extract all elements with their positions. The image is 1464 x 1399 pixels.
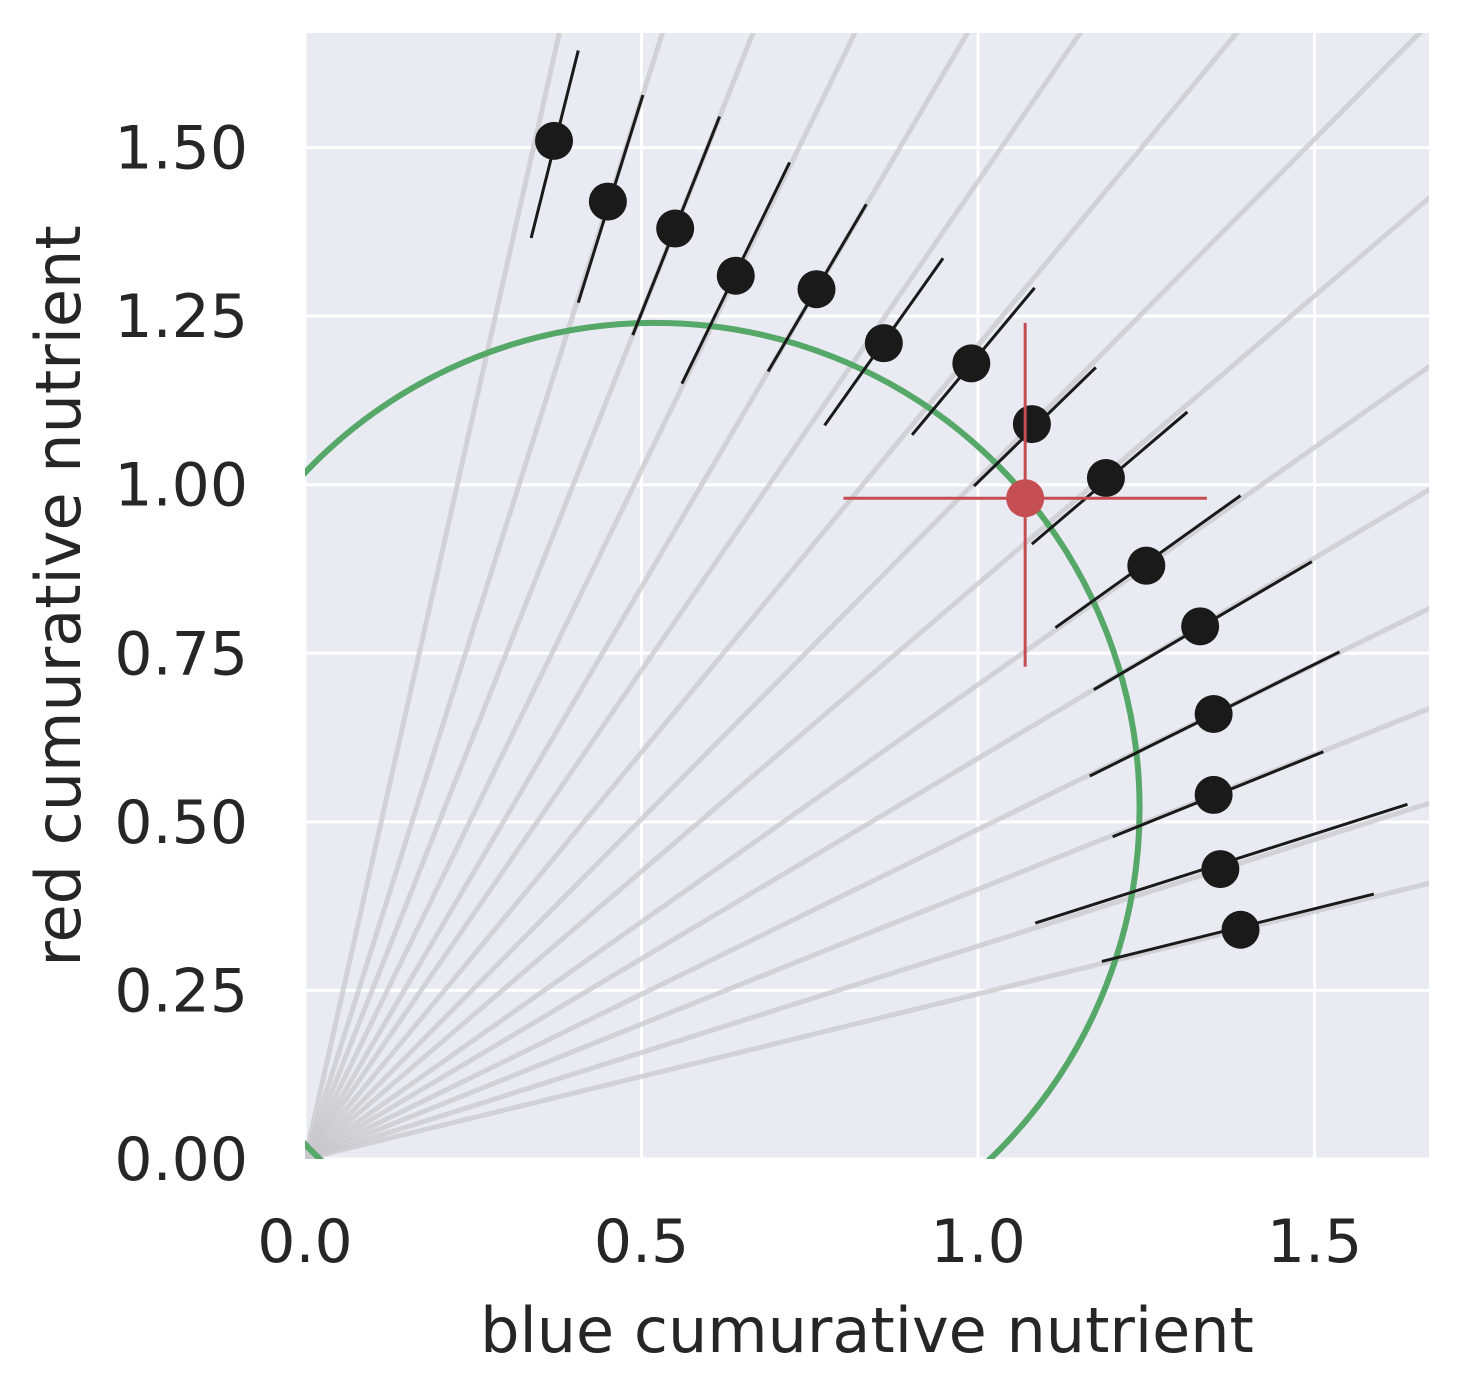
x-axis-label: blue cumurative nutrient — [480, 1294, 1254, 1367]
y-axis-label: red cumurative nutrient — [22, 225, 95, 966]
ray-line — [305, 363, 1429, 1159]
ray-line — [305, 33, 858, 1159]
y-tick-label: 0.25 — [114, 956, 248, 1026]
y-tick-label: 1.25 — [114, 282, 248, 352]
x-tick-label: 1.5 — [1267, 1207, 1362, 1277]
data-point — [1194, 694, 1233, 733]
data-points — [535, 121, 1260, 949]
ray-line — [305, 33, 756, 1159]
ray-line — [305, 33, 666, 1159]
grid-lines — [305, 33, 1429, 1159]
data-point — [952, 344, 991, 383]
data-point — [535, 121, 574, 160]
x-tick-label: 0.0 — [257, 1207, 352, 1277]
y-tick-label: 0.50 — [114, 788, 248, 858]
ray-line — [305, 33, 1240, 1159]
x-tick-label: 1.0 — [930, 1207, 1025, 1277]
data-point — [1012, 405, 1051, 444]
x-tick-label: 0.5 — [594, 1207, 689, 1277]
ray-line — [305, 33, 562, 1159]
ray-line — [305, 605, 1429, 1159]
data-point — [797, 270, 836, 309]
ray-line — [305, 486, 1429, 1159]
data-point — [864, 324, 903, 363]
data-point — [1201, 850, 1240, 889]
highlight-point — [1006, 479, 1045, 518]
ray-lines — [305, 33, 1429, 1159]
y-tick-label: 1.50 — [114, 114, 248, 184]
ray-line — [305, 705, 1429, 1159]
data-point — [588, 182, 627, 221]
ray-line — [305, 880, 1429, 1159]
data-point — [656, 209, 695, 248]
data-point — [1086, 459, 1125, 498]
data-point — [716, 256, 755, 295]
ray-line — [305, 33, 971, 1159]
y-tick-label: 1.00 — [114, 451, 248, 521]
ray-line — [305, 33, 1424, 1159]
y-tick-label: 0.75 — [114, 619, 248, 689]
x-tick-labels: 0.0 0.5 1.0 1.5 — [257, 1207, 1362, 1277]
highlight-layer — [843, 322, 1207, 667]
data-point — [1221, 910, 1260, 949]
ray-line — [305, 194, 1429, 1159]
data-point — [1181, 607, 1220, 646]
reference-circle-layer — [305, 320, 1143, 1159]
ray-line — [305, 33, 1084, 1159]
y-tick-label: 0.00 — [114, 1125, 248, 1195]
ray-line — [305, 800, 1429, 1159]
data-point — [1194, 775, 1233, 814]
data-point — [1127, 546, 1166, 585]
reference-circle — [305, 320, 1143, 1159]
y-tick-labels: 0.00 0.25 0.50 0.75 1.00 1.25 1.50 — [114, 114, 248, 1195]
